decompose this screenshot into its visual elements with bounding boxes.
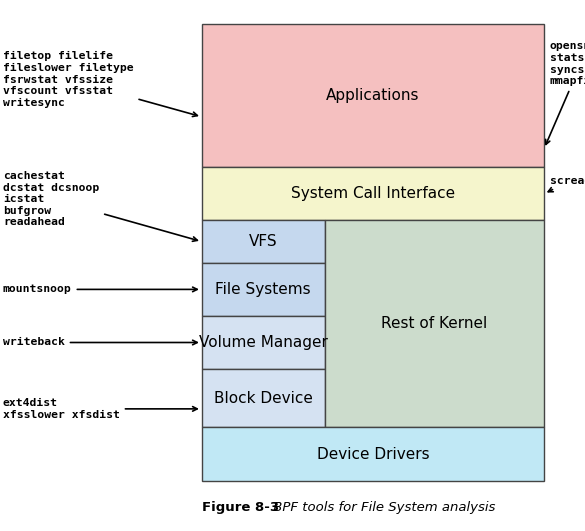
Text: cachestat
dcstat dcsnoop
icstat
bufgrow
readahead: cachestat dcstat dcsnoop icstat bufgrow … [3,171,197,241]
Bar [202,263,325,316]
Text: scread: scread [548,176,585,192]
Text: Device Drivers: Device Drivers [316,447,429,461]
Bar [202,427,544,481]
Text: BPF tools for File System analysis: BPF tools for File System analysis [269,501,495,513]
Bar [202,220,325,263]
Text: opensnoop
statsnoop
syncsnoop
mmapfiles: opensnoop statsnoop syncsnoop mmapfiles [546,41,585,144]
Text: Volume Manager: Volume Manager [199,335,328,350]
Text: Applications: Applications [326,88,419,103]
Text: VFS: VFS [249,234,277,249]
Bar [202,369,325,427]
Text: mountsnoop: mountsnoop [3,285,197,294]
Bar [202,24,544,167]
Text: File Systems: File Systems [215,282,311,297]
Text: Rest of Kernel: Rest of Kernel [381,316,487,331]
Text: Block Device: Block Device [214,391,313,406]
Text: filetop filelife
fileslower filetype
fsrwstat vfssize
vfscount vfsstat
writesync: filetop filelife fileslower filetype fsr… [3,52,197,116]
Text: writeback: writeback [3,338,197,347]
Bar [202,316,325,369]
Text: ext4dist
xfsslower xfsdist: ext4dist xfsslower xfsdist [3,398,197,419]
Text: Figure 8-3: Figure 8-3 [202,501,279,513]
Bar [202,167,544,220]
Bar [325,220,544,427]
Text: System Call Interface: System Call Interface [291,186,455,201]
